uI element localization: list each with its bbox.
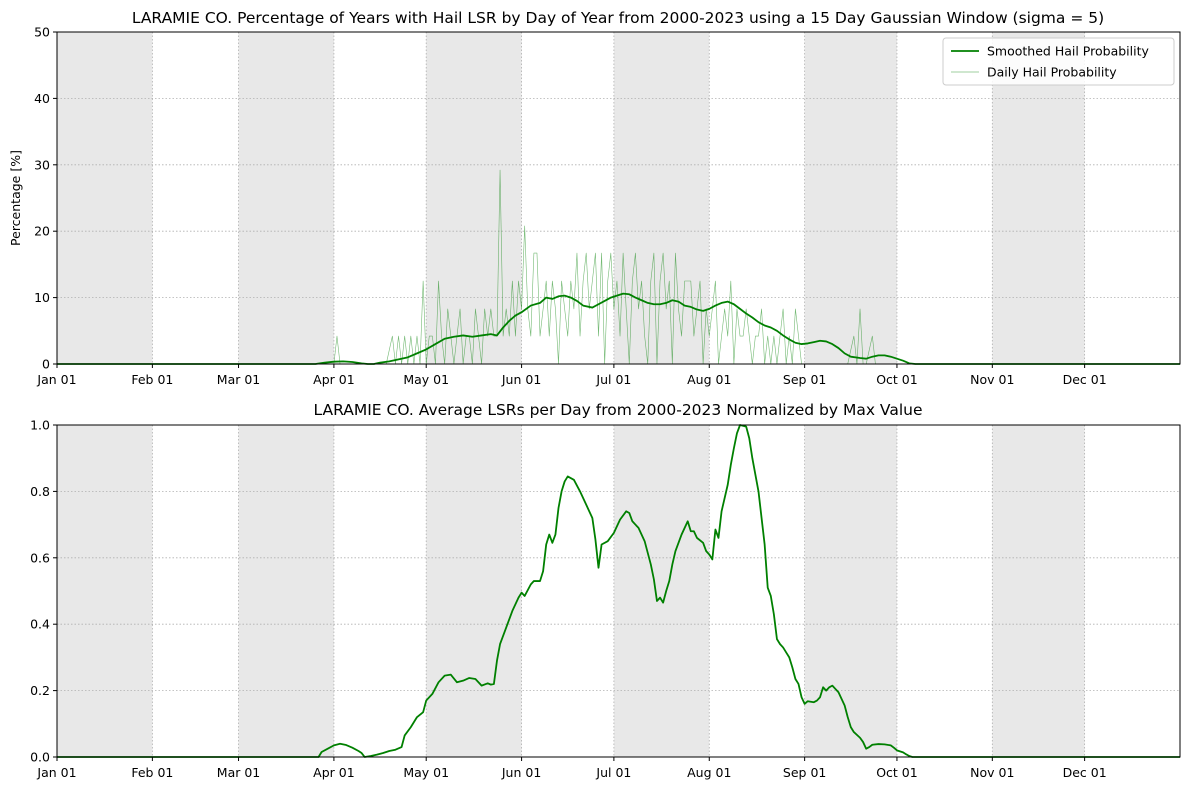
y-tick-label: 0.6 xyxy=(30,550,50,565)
daily-hail-line xyxy=(57,169,1180,365)
y-axis-label: Percentage [%] xyxy=(8,150,23,246)
y-tick-label: 30 xyxy=(34,157,50,172)
month-shade xyxy=(238,425,334,757)
y-tick-label: 0.4 xyxy=(30,617,50,632)
y-tick-label: 40 xyxy=(34,91,50,106)
x-tick-label: May 01 xyxy=(403,372,449,387)
y-tick-label: 0 xyxy=(42,357,50,372)
x-tick-label: Nov 01 xyxy=(970,765,1014,780)
month-shading xyxy=(57,32,1085,364)
x-axis-ticks: Jan 01 Feb 01 Mar 01 Apr 01 May 01 Jun 01 Jul … xyxy=(36,364,1107,387)
y-axis-ticks: 0.0 0.2 0.4 0.6 0.8 1.0 xyxy=(30,418,57,765)
x-tick-label: Nov 01 xyxy=(970,372,1014,387)
y-tick-label: 0.0 xyxy=(30,750,50,765)
month-shade xyxy=(238,32,334,364)
month-shade xyxy=(613,32,710,364)
smoothed-hail-line xyxy=(57,292,1180,365)
series-layer xyxy=(57,169,1180,365)
x-tick-label: Sep 01 xyxy=(783,765,826,780)
y-tick-label: 50 xyxy=(34,25,50,40)
plot-frame xyxy=(56,31,1181,365)
x-tick-label: Mar 01 xyxy=(217,765,260,780)
month-shade xyxy=(992,32,1085,364)
x-tick-label: Jul 01 xyxy=(595,765,631,780)
y-tick-label: 0.8 xyxy=(30,484,50,499)
x-axis-ticks: Jan 01 Feb 01 Mar 01 Apr 01 May 01 Jun 01 Jul … xyxy=(36,757,1107,780)
legend-box xyxy=(942,37,1175,86)
x-tick-label: Jan 01 xyxy=(36,765,76,780)
chart-top: LARAMIE CO. Percentage of Years with Hai… xyxy=(8,9,1181,387)
chart-title: LARAMIE CO. Percentage of Years with Hai… xyxy=(132,9,1104,27)
legend-label-smoothed: Smoothed Hail Probability xyxy=(987,44,1149,59)
month-shade xyxy=(992,425,1085,757)
y-axis-ticks: 0 10 20 30 40 50 xyxy=(34,25,57,372)
x-tick-label: Aug 01 xyxy=(687,372,731,387)
month-shade xyxy=(57,425,153,757)
legend: Smoothed Hail Probability Daily Hail Pro… xyxy=(942,37,1175,86)
y-tick-label: 10 xyxy=(34,290,50,305)
x-tick-label: Oct 01 xyxy=(876,372,918,387)
x-tick-label: Jan 01 xyxy=(36,372,76,387)
x-tick-label: Dec 01 xyxy=(1063,372,1107,387)
x-tick-label: Jun 01 xyxy=(501,765,541,780)
month-shading xyxy=(57,425,1085,757)
month-shade xyxy=(804,32,897,364)
x-tick-label: Apr 01 xyxy=(313,372,355,387)
x-tick-label: Feb 01 xyxy=(131,372,173,387)
month-shade xyxy=(426,32,522,364)
normalized-lsr-line xyxy=(57,424,1180,758)
x-tick-label: May 01 xyxy=(403,765,449,780)
chart-bottom: LARAMIE CO. Average LSRs per Day from 20… xyxy=(30,401,1181,780)
y-tick-label: 20 xyxy=(34,224,50,239)
x-tick-label: Mar 01 xyxy=(217,372,260,387)
x-tick-label: Sep 01 xyxy=(783,372,826,387)
month-shade xyxy=(613,425,710,757)
month-shade xyxy=(426,425,522,757)
series-layer xyxy=(57,424,1180,758)
month-shade xyxy=(57,32,153,364)
x-tick-label: Jun 01 xyxy=(501,372,541,387)
x-tick-label: Aug 01 xyxy=(687,765,731,780)
y-tick-label: 0.2 xyxy=(30,683,50,698)
x-tick-label: Dec 01 xyxy=(1063,765,1107,780)
month-shade xyxy=(804,425,897,757)
x-tick-label: Feb 01 xyxy=(131,765,173,780)
legend-label-daily: Daily Hail Probability xyxy=(987,65,1117,80)
y-tick-label: 1.0 xyxy=(30,418,50,433)
x-tick-label: Oct 01 xyxy=(876,765,918,780)
plot-frame xyxy=(56,424,1181,758)
x-tick-label: Jul 01 xyxy=(595,372,631,387)
x-tick-label: Apr 01 xyxy=(313,765,355,780)
chart-title: LARAMIE CO. Average LSRs per Day from 20… xyxy=(314,401,923,419)
